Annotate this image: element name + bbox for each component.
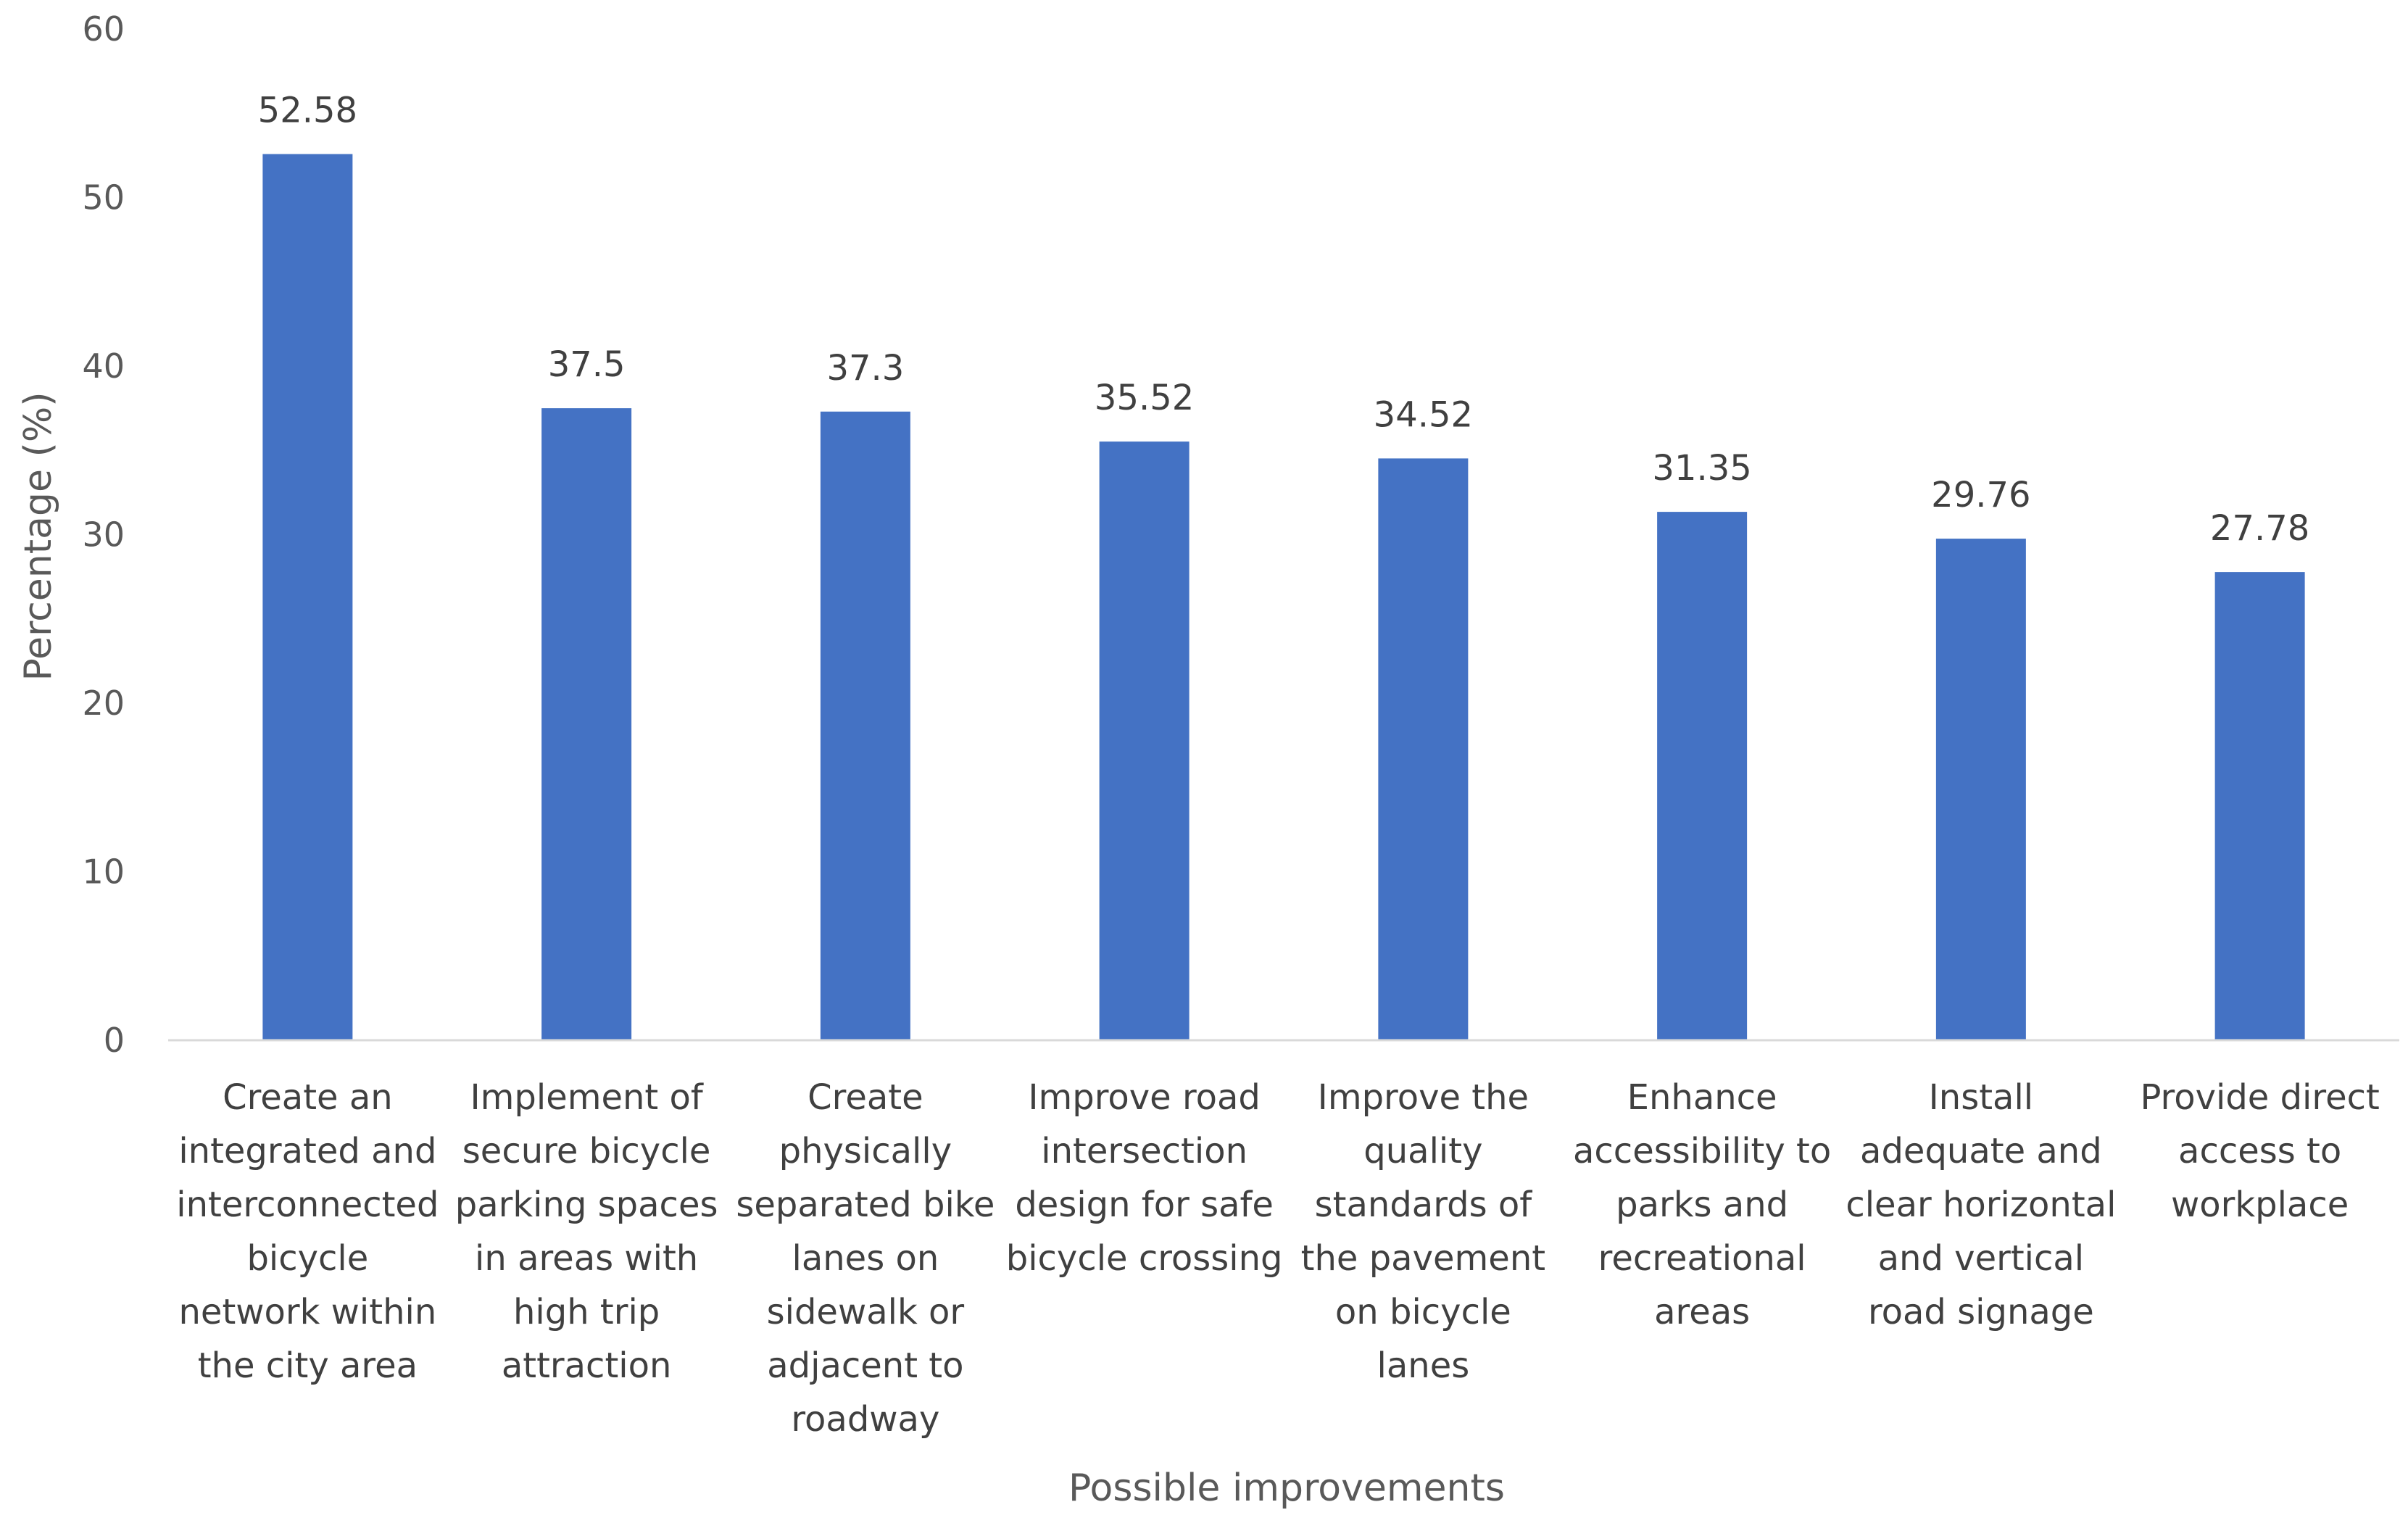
x-tick-label-line: interconnected [176, 1184, 439, 1225]
x-tick-label-line: Improve the [1318, 1077, 1529, 1118]
y-tick-label: 10 [82, 852, 125, 892]
data-label: 27.78 [2210, 508, 2309, 549]
y-axis-title: Percentage (%) [17, 391, 60, 681]
x-tick-label-line: road signage [1868, 1292, 2094, 1332]
x-tick-label-line: bicycle crossing [1006, 1238, 1283, 1279]
x-axis-title: Possible improvements [1068, 1466, 1505, 1510]
x-tick-label: Implement of secure bicycle parking spaces… [455, 1077, 718, 1386]
x-tick-label-line: attraction [502, 1345, 672, 1386]
bar [262, 154, 353, 1040]
x-tick-label-line: adjacent to [767, 1345, 963, 1386]
bar [1378, 458, 1469, 1040]
x-axis: Create an integrated and interconnected bic… [168, 1039, 2399, 1440]
x-tick-label-line: intersection [1041, 1131, 1247, 1171]
x-tick-label: Install adequate and clear horizontal and v… [1846, 1077, 2116, 1332]
x-tick-label-line: the city area [198, 1345, 418, 1386]
x-tick-label-line: accessibility to [1573, 1131, 1831, 1171]
x-tick-label-line: physically [779, 1131, 952, 1171]
bars [262, 154, 2305, 1040]
x-tick-label-line: sidewalk or [767, 1292, 965, 1332]
x-tick-label-line: quality [1363, 1131, 1482, 1171]
data-label: 37.5 [548, 344, 626, 385]
bar [820, 411, 910, 1040]
x-tick-label: Improve road intersection design for safe b… [1006, 1077, 1283, 1279]
x-tick-label: Create an integrated and interconnected bic… [176, 1077, 439, 1386]
x-tick-label-line: in areas with [475, 1238, 698, 1279]
y-tick-label: 60 [82, 9, 125, 49]
x-tick-label-line: adequate and [1860, 1131, 2102, 1171]
x-tick-label-line: lanes on [792, 1238, 939, 1279]
x-tick-label-line: and vertical [1878, 1238, 2085, 1279]
bar [1657, 512, 1748, 1040]
x-tick-label-line: Create [807, 1077, 923, 1118]
data-label: 34.52 [1374, 394, 1473, 435]
x-tick-label-line: separated bike [736, 1184, 995, 1225]
x-tick-label-line: Provide direct [2140, 1077, 2379, 1118]
x-tick-label-line: Install [1929, 1077, 2034, 1118]
bar [2214, 572, 2305, 1040]
x-tick-label: Enhance accessibility to parks and recreati… [1573, 1077, 1831, 1332]
x-tick-label-line: lanes [1377, 1345, 1470, 1386]
x-tick-label: Improve the quality standards of the paveme… [1301, 1077, 1545, 1386]
data-label: 37.3 [826, 348, 904, 389]
y-tick-label: 40 [82, 347, 125, 386]
x-tick-label-line: design for safe [1015, 1184, 1274, 1225]
data-label: 35.52 [1095, 378, 1194, 418]
x-tick-label-line: network within [178, 1292, 436, 1332]
y-tick-label: 20 [82, 684, 125, 723]
data-label: 29.76 [1931, 475, 2030, 515]
x-tick-label-line: access to [2178, 1131, 2341, 1171]
y-tick-label: 50 [82, 178, 125, 217]
y-tick-label: 0 [104, 1021, 125, 1060]
bar [1099, 441, 1190, 1040]
x-tick-label-line: areas [1654, 1292, 1750, 1332]
x-tick-label-line: parking spaces [455, 1184, 718, 1225]
y-tick-label: 30 [82, 515, 125, 555]
x-tick-label-line: Create an [223, 1077, 393, 1118]
data-labels: 52.58 37.5 37.3 35.52 34.52 31.35 29.76 27.78 [258, 91, 2310, 549]
x-tick-label-line: integrated and [178, 1131, 436, 1171]
x-tick-label-line: high trip [513, 1292, 660, 1332]
bar [1935, 539, 2026, 1040]
x-tick-label-line: the pavement [1301, 1238, 1545, 1279]
x-tick-label-line: Improve road [1028, 1077, 1261, 1118]
x-tick-label-line: roadway [791, 1399, 939, 1440]
x-tick-label-line: bicycle [246, 1238, 368, 1279]
bar [541, 408, 632, 1040]
data-label: 31.35 [1652, 448, 1751, 489]
x-tick-label-line: Enhance [1627, 1077, 1777, 1118]
x-tick-label: Create physically separated bike lanes on si… [736, 1077, 995, 1440]
x-tick-label-line: secure bicycle [462, 1131, 711, 1171]
x-tick-label-line: standards of [1315, 1184, 1533, 1225]
x-tick-label-line: recreational [1598, 1238, 1806, 1279]
x-tick-label: Provide direct access to workplace [2140, 1077, 2379, 1225]
x-tick-label-line: on bicycle [1335, 1292, 1511, 1332]
data-label: 52.58 [258, 91, 357, 131]
y-axis: 0 10 20 30 40 50 60 [82, 9, 125, 1060]
x-tick-label-line: Implement of [470, 1077, 703, 1118]
x-tick-label-line: clear horizontal [1846, 1184, 2116, 1225]
x-tick-label-line: parks and [1616, 1184, 1788, 1225]
x-tick-label-line: workplace [2171, 1184, 2349, 1225]
